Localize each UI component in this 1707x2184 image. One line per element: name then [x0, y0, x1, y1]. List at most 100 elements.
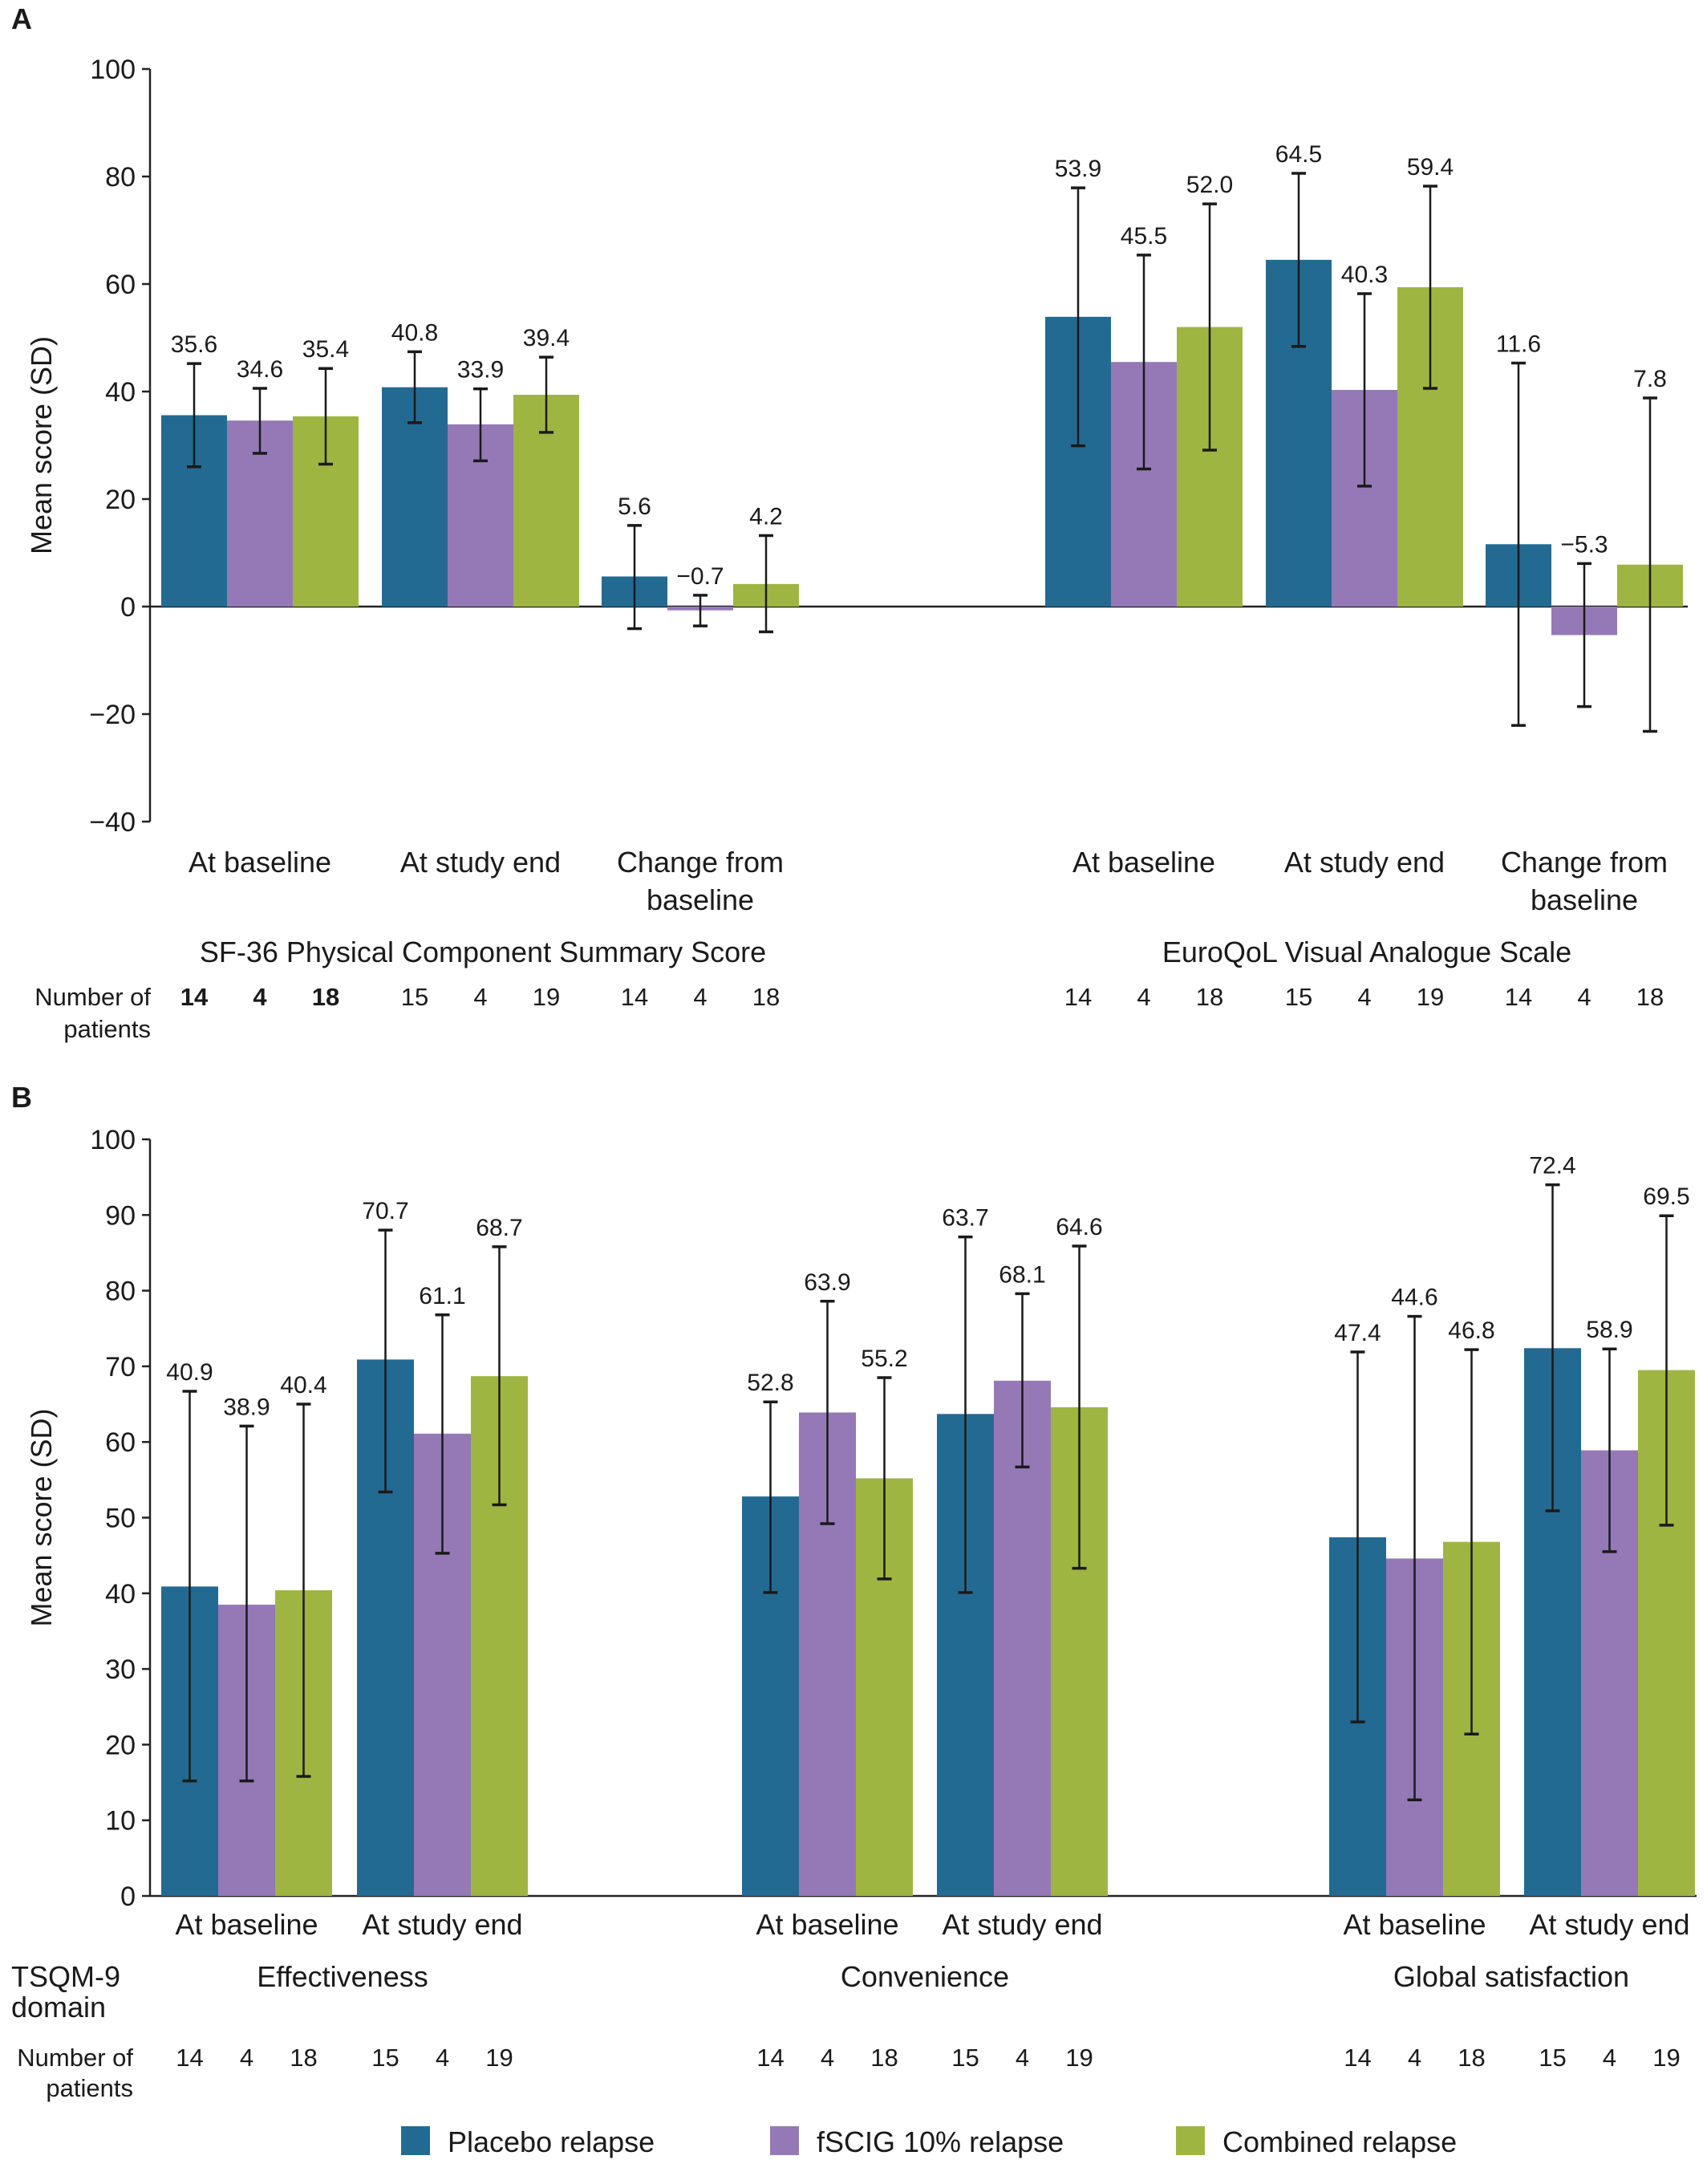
- data-label: 59.4: [1407, 154, 1454, 181]
- y-tick-label: 0: [120, 592, 136, 623]
- y-tick-label: 60: [105, 270, 136, 300]
- x-category-label: baseline: [1531, 883, 1638, 916]
- patients-row-label: Number of: [34, 983, 151, 1011]
- data-label: 44.6: [1391, 1285, 1437, 1311]
- patient-count: 4: [693, 983, 707, 1011]
- y-tick-label: 20: [105, 485, 136, 515]
- data-label: 35.6: [171, 331, 217, 358]
- patient-count: 15: [401, 983, 428, 1011]
- patient-count: 4: [253, 983, 267, 1011]
- patient-count: 4: [436, 2044, 449, 2072]
- patient-count: 14: [1505, 983, 1532, 1011]
- y-tick-label: 100: [90, 1125, 136, 1155]
- patient-count: 19: [1065, 2044, 1093, 2072]
- x-category-label: Change from: [1501, 846, 1668, 879]
- patient-count: 4: [1137, 983, 1150, 1011]
- patient-count: 15: [371, 2044, 399, 2072]
- y-axis-title: Mean score (SD): [25, 1408, 58, 1626]
- patient-count: 4: [1357, 983, 1371, 1011]
- legend-swatch: [401, 2126, 430, 2155]
- patients-row-label: patients: [46, 2074, 133, 2102]
- x-category-label: At baseline: [189, 846, 331, 879]
- y-tick-label: 10: [105, 1806, 136, 1837]
- y-tick-label: 60: [105, 1427, 136, 1458]
- patient-count: 18: [1636, 983, 1664, 1011]
- data-label: 63.9: [804, 1269, 850, 1296]
- patients-row-label: Number of: [17, 2044, 133, 2072]
- legend-swatch: [770, 2126, 799, 2155]
- data-label: 4.2: [749, 504, 783, 530]
- patient-count: 15: [1285, 983, 1312, 1011]
- x-category-label: Change from: [617, 846, 784, 879]
- patient-count: 14: [756, 2044, 784, 2072]
- data-label: 39.4: [523, 325, 570, 351]
- patient-count: 4: [1016, 2044, 1029, 2072]
- patient-count: 4: [1603, 2044, 1616, 2072]
- data-label: 38.9: [223, 1394, 270, 1420]
- patient-count: 18: [870, 2044, 898, 2072]
- data-label: 45.5: [1121, 223, 1167, 250]
- patient-count: 14: [1344, 2044, 1371, 2072]
- measure-name: Global satisfaction: [1393, 1960, 1629, 1993]
- legend-label: Placebo relapse: [448, 2125, 655, 2158]
- data-label: 40.3: [1341, 262, 1388, 288]
- data-label: 52.8: [747, 1370, 793, 1396]
- patient-count: 19: [533, 983, 560, 1011]
- patient-count: 18: [752, 983, 780, 1011]
- x-category-label: At baseline: [175, 1908, 318, 1941]
- x-category-label: At study end: [362, 1908, 522, 1941]
- patient-count: 15: [951, 2044, 979, 2072]
- data-label: 40.4: [280, 1372, 326, 1398]
- data-label: −5.3: [1560, 531, 1608, 558]
- measure-name: EuroQoL Visual Analogue Scale: [1162, 936, 1571, 968]
- data-label: 63.7: [942, 1205, 988, 1232]
- data-label: 64.5: [1275, 141, 1322, 168]
- patients-row-label: patients: [63, 1015, 151, 1043]
- patient-count: 4: [1408, 2044, 1421, 2072]
- x-category-label: At baseline: [1072, 846, 1215, 879]
- y-axis-title: Mean score (SD): [25, 336, 58, 554]
- panel-label: B: [11, 1081, 32, 1114]
- patient-count: 18: [1458, 2044, 1485, 2072]
- x-category-label: At study end: [1529, 1908, 1689, 1941]
- patient-count: 19: [1417, 983, 1444, 1011]
- data-label: 40.8: [391, 319, 438, 346]
- patient-count: 15: [1539, 2044, 1566, 2072]
- y-tick-label: 40: [105, 1579, 136, 1610]
- legend-swatch: [1176, 2126, 1205, 2155]
- data-label: 53.9: [1055, 156, 1101, 182]
- data-label: 47.4: [1334, 1320, 1381, 1346]
- data-label: 5.6: [618, 493, 651, 520]
- data-label: 52.0: [1186, 172, 1233, 198]
- patient-count: 18: [290, 2044, 317, 2072]
- data-label: 72.4: [1529, 1153, 1575, 1179]
- x-category-label: At baseline: [1343, 1908, 1486, 1941]
- y-tick-label: −20: [89, 700, 136, 730]
- y-tick-label: 80: [105, 162, 136, 193]
- patient-count: 14: [1064, 983, 1092, 1011]
- patient-count: 14: [621, 983, 648, 1011]
- patient-count: 19: [485, 2044, 513, 2072]
- data-label: 11.6: [1496, 331, 1541, 357]
- data-label: 68.1: [999, 1261, 1045, 1288]
- patient-count: 18: [312, 983, 339, 1011]
- data-label: 55.2: [861, 1346, 907, 1372]
- y-tick-label: 70: [105, 1352, 136, 1382]
- panel-label: A: [11, 2, 32, 35]
- patient-count: 4: [821, 2044, 834, 2072]
- data-label: 34.6: [237, 356, 283, 383]
- x-category-label: At study end: [942, 1908, 1102, 1941]
- patient-count: 4: [473, 983, 487, 1011]
- data-label: 58.9: [1586, 1317, 1632, 1343]
- legend-label: fSCIG 10% relapse: [817, 2125, 1064, 2158]
- x-category-label: At study end: [400, 846, 561, 879]
- data-label: −0.7: [676, 563, 724, 590]
- domain-row-label: TSQM-9: [11, 1960, 120, 1993]
- y-tick-label: −40: [89, 807, 136, 838]
- measure-name: Convenience: [841, 1960, 1009, 1993]
- y-tick-label: 50: [105, 1504, 136, 1534]
- patient-count: 14: [176, 2044, 203, 2072]
- y-tick-label: 30: [105, 1654, 136, 1685]
- legend-label: Combined relapse: [1222, 2125, 1457, 2158]
